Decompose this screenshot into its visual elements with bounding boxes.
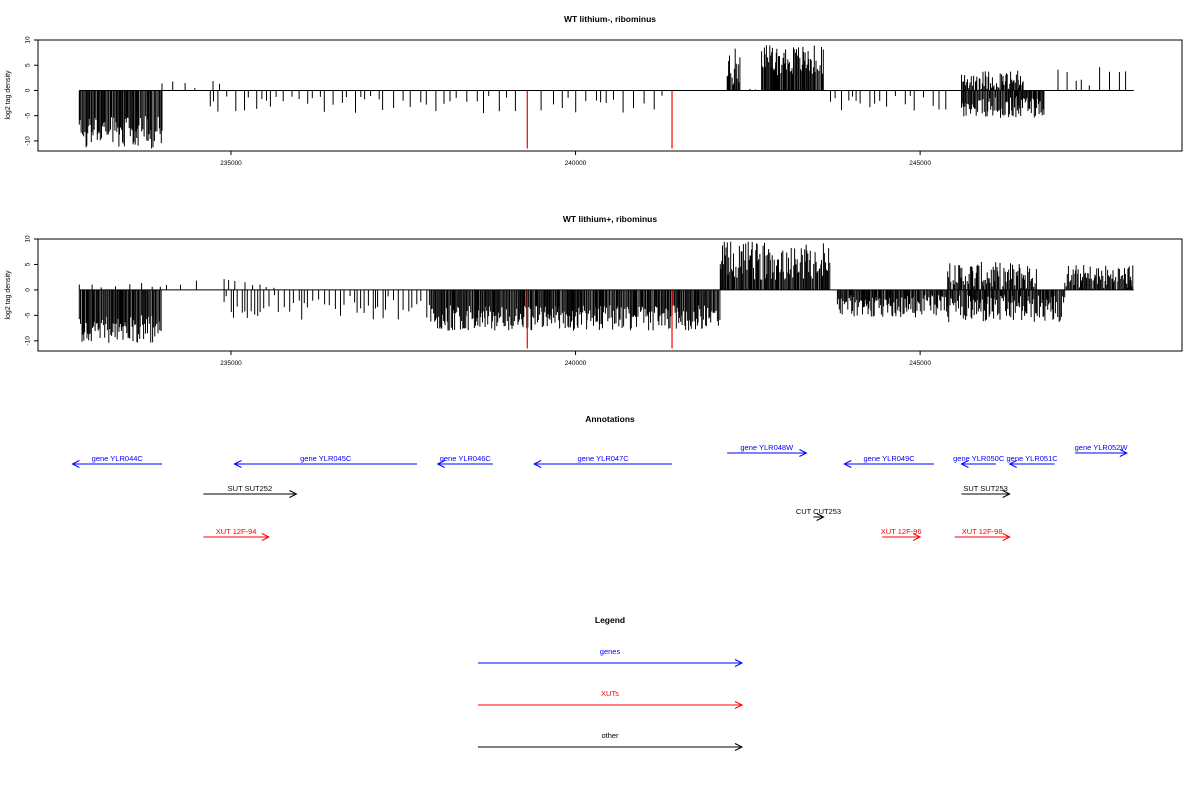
legend-panel: Legend genes XUTs other [478,615,744,751]
feature-arrow-head [289,490,298,498]
track-panel-lithium-plus: WT lithium+, ribominus log2 tag density … [5,214,1183,367]
density-bars [78,45,1127,149]
annotation-feature: XUT 12F-98 [954,527,1011,541]
legend-title: Legend [595,615,625,625]
feature-label: gene YLR049C [864,454,916,463]
feature-label: SUT SUT253 [963,484,1007,493]
feature-arrow-head [1008,460,1017,468]
y-tick-label: -5 [25,312,32,318]
annotation-features: gene YLR044C gene YLR045C gene YLR046C gene… [71,443,1129,541]
y-tick-label: -10 [25,136,32,146]
feature-arrow-head [1119,449,1128,457]
plot-frame [37,39,1183,152]
panel-title: WT lithium-, ribominus [564,14,656,24]
feature-arrow-head [261,533,270,541]
x-axis-ticks: 235000 240000 245000 [220,351,931,367]
y-tick-label: 10 [25,235,32,243]
feature-arrow-head [960,460,969,468]
y-axis-ticks: 10 5 0 -5 -10 [25,235,38,346]
legend-arrow-head [734,659,744,667]
marker-lines [526,289,673,349]
y-axis-label: log2 tag density [5,270,12,320]
annotation-feature: XUT 12F-94 [203,527,270,541]
y-tick-label: 5 [25,63,32,67]
y-tick-label: -10 [25,336,32,346]
annotation-feature: gene YLR045C [233,454,418,468]
feature-label: gene YLR047C [578,454,630,463]
plot-frame [37,238,1183,352]
annotation-feature: gene YLR044C [71,454,163,468]
x-tick-label: 245000 [909,360,931,367]
legend-label: XUTs [601,689,619,698]
annotation-feature: gene YLR052W [1075,443,1129,457]
x-tick-label: 240000 [565,160,587,167]
feature-arrow-head [233,460,242,468]
feature-label: XUT 12F-96 [881,527,922,536]
annotation-feature: SUT SUT252 [203,484,298,498]
annotation-feature: gene YLR047C [533,454,673,468]
annotations-panel: Annotations gene YLR044C gene YLR045C gene… [71,414,1129,541]
feature-arrow-head [816,513,825,521]
annotation-feature: gene YLR051C [1007,454,1059,468]
x-tick-label: 240000 [565,360,587,367]
x-tick-label: 245000 [909,160,931,167]
feature-label: gene YLR048W [740,443,794,452]
feature-arrow-head [799,449,808,457]
legend-arrow-head [734,743,744,751]
x-axis-ticks: 235000 240000 245000 [220,151,931,167]
feature-arrow-head [533,460,542,468]
y-axis-ticks: 10 5 0 -5 -10 [25,36,38,146]
legend-arrow-head [734,701,744,709]
feature-arrow-head [1002,533,1011,541]
y-tick-label: -5 [25,112,32,118]
legend-entry: XUTs [478,689,744,709]
feature-label: gene YLR050C [953,454,1005,463]
annotation-feature: gene YLR050C [953,454,1005,468]
feature-arrow-head [436,460,445,468]
feature-label: gene YLR044C [92,454,144,463]
y-axis-label: log2 tag density [5,70,12,120]
feature-label: CUT CUT253 [796,507,841,516]
marker-lines [526,90,673,149]
x-tick-label: 235000 [220,160,242,167]
feature-arrow-head [71,460,80,468]
x-tick-label: 235000 [220,360,242,367]
y-tick-label: 10 [25,36,32,44]
feature-label: gene YLR045C [300,454,352,463]
annotation-feature: gene YLR049C [843,454,934,468]
feature-label: gene YLR051C [1007,454,1059,463]
feature-label: XUT 12F-94 [216,527,257,536]
legend-entries: genes XUTs other [478,647,744,751]
feature-label: gene YLR046C [440,454,492,463]
legend-label: genes [600,647,621,656]
feature-label: gene YLR052W [1075,443,1129,452]
legend-entry: genes [478,647,744,667]
y-tick-label: 5 [25,262,32,266]
legend-label: other [601,731,619,740]
feature-arrow-head [843,460,852,468]
annotations-title: Annotations [585,414,635,424]
track-panel-lithium-minus: WT lithium-, ribominus log2 tag density … [5,14,1183,167]
feature-label: XUT 12F-98 [962,527,1003,536]
annotation-feature: SUT SUT253 [961,484,1011,498]
annotation-feature: CUT CUT253 [796,507,841,521]
annotation-feature: gene YLR048W [727,443,808,457]
annotation-feature: gene YLR046C [436,454,493,468]
feature-arrow-head [912,533,922,541]
legend-entry: other [478,731,744,751]
panel-title: WT lithium+, ribominus [563,214,657,224]
y-tick-label: 0 [25,288,32,292]
feature-arrow-head [1002,490,1011,498]
feature-label: SUT SUT252 [228,484,272,493]
annotation-feature: XUT 12F-96 [881,527,922,541]
density-bars [78,241,1134,343]
y-tick-label: 0 [25,88,32,92]
